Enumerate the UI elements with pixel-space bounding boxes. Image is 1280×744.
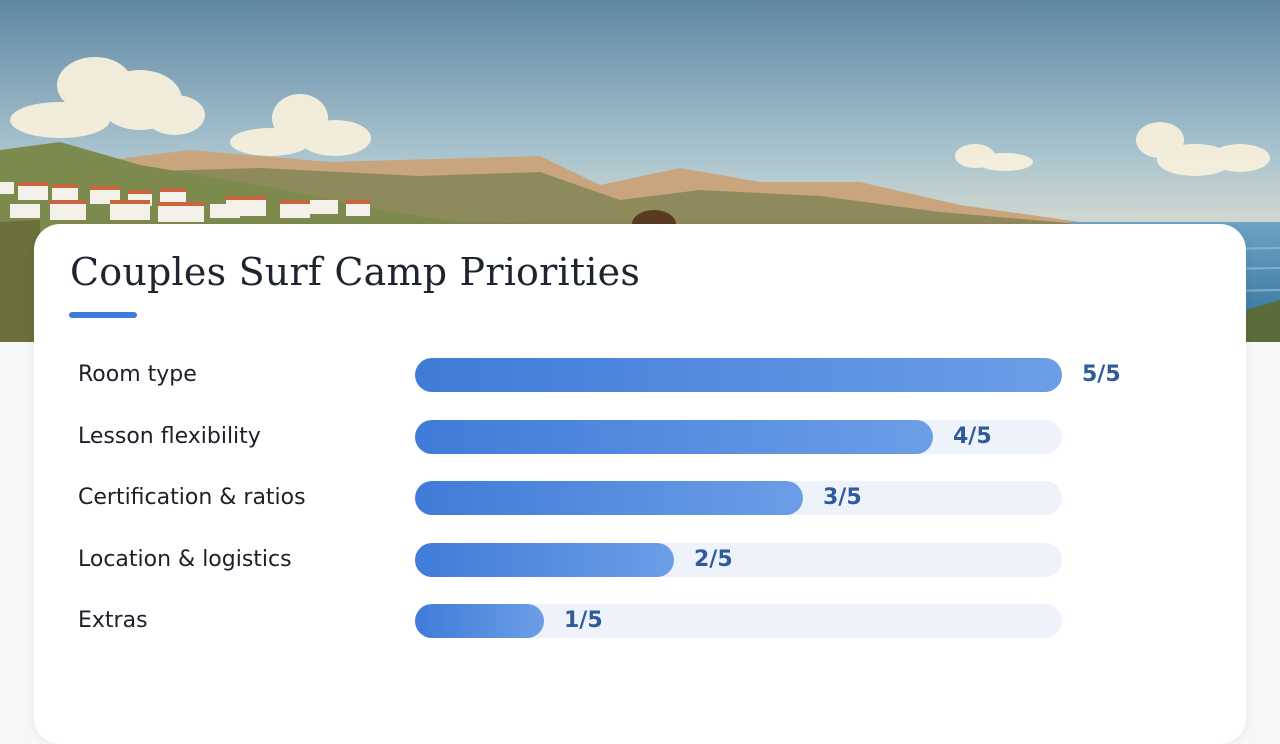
category-label: Room type bbox=[78, 362, 197, 387]
value-label: 4/5 bbox=[953, 423, 992, 449]
value-label: 3/5 bbox=[823, 485, 862, 510]
bar-track bbox=[415, 481, 1062, 515]
category-label: Extras bbox=[78, 608, 148, 633]
bar-track bbox=[415, 542, 1062, 577]
category-label: Lesson flexibility bbox=[78, 423, 261, 449]
bar bbox=[415, 419, 933, 454]
bar bbox=[415, 604, 544, 638]
bar-track bbox=[415, 604, 1062, 638]
chart-card: Couples Surf Camp Priorities Room type 5/… bbox=[34, 224, 1246, 744]
priority-bar-chart: Room type 5/5 Lesson flexibility 4/5 Certifi… bbox=[34, 224, 1246, 724]
bar bbox=[415, 358, 1062, 392]
title-underline bbox=[69, 312, 137, 318]
value-label: 5/5 bbox=[1082, 362, 1121, 387]
value-label: 1/5 bbox=[564, 608, 603, 633]
category-label: Location & logistics bbox=[78, 546, 292, 572]
bar bbox=[415, 481, 803, 515]
chart-title: Couples Surf Camp Priorities bbox=[70, 250, 641, 294]
bar bbox=[415, 542, 674, 577]
category-label: Certification & ratios bbox=[78, 485, 306, 510]
bar-track bbox=[415, 419, 1062, 454]
bar-track bbox=[415, 358, 1062, 392]
value-label: 2/5 bbox=[694, 546, 733, 572]
